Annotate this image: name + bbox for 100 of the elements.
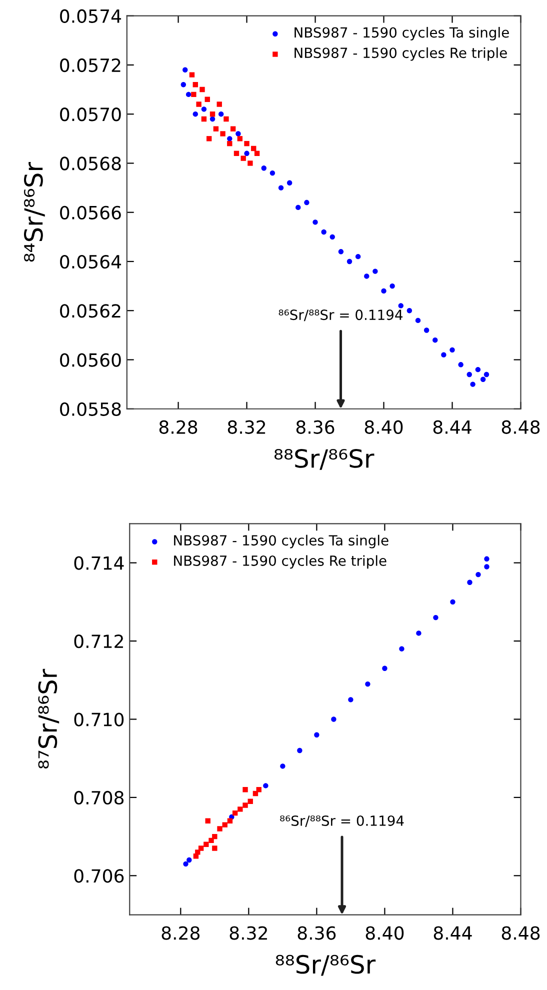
point [441,352,446,358]
point [189,72,195,78]
point [278,185,284,190]
point [312,220,318,225]
point [365,681,370,687]
point [234,150,240,156]
point [296,204,301,210]
point [204,96,210,102]
point [242,802,248,808]
y-tick-label: 0.708 [74,790,124,805]
point [256,787,262,792]
legend-label: NBS987 - 1590 cycles Re triple [174,555,386,569]
point [191,92,196,98]
point [458,362,464,368]
point [192,82,198,88]
y-tick-label: 0.0574 [60,9,122,23]
point [484,556,490,562]
point [484,564,490,570]
point [261,166,266,171]
point [240,156,246,161]
point [186,92,192,98]
point [470,382,476,387]
annotation: ⁸⁶Sr/⁸⁸Sr = 0.1194 [280,815,404,828]
point [210,116,216,122]
point [201,106,207,112]
point [227,818,233,824]
x-tick-label: 8.32 [230,926,267,940]
point [270,170,276,176]
point [381,288,386,294]
point [230,126,236,132]
point [244,140,250,146]
point [216,102,222,107]
point [248,160,253,166]
point [227,136,232,142]
point [330,234,335,240]
y-axis-title: ⁸⁴Sr/⁸⁶Sr [24,162,45,262]
point [218,112,224,117]
y-axis-title: ⁸⁷Sr/⁸⁶Sr [38,668,60,769]
y-tick-label: 0.0564 [60,254,122,269]
point [467,580,472,585]
x-tick-label: 8.44 [434,926,472,940]
y-tick-label: 0.710 [74,712,124,726]
point [297,748,302,754]
y-tick-label: 0.0570 [60,108,121,122]
point [213,126,219,132]
x-tick-label: 8.44 [433,420,472,434]
point [416,630,422,636]
x-tick-label: 8.36 [298,926,336,940]
y-tick-label: 0.0566 [60,206,121,220]
x-axis-title: ⁸⁸Sr/⁸⁶Sr [274,449,374,470]
y-tick-label: 0.0560 [60,353,121,367]
point [475,366,481,372]
point [183,861,188,867]
y-tick-label: 0.714 [74,556,124,570]
point [220,131,226,136]
x-axis-title: ⁸⁸Sr/⁸⁶Sr [276,954,376,976]
point [227,140,232,146]
point [433,614,438,620]
point [206,136,212,142]
point [398,303,404,308]
annotation: ⁸⁶Sr/⁸⁸Sr = 0.1194 [278,310,403,322]
point [321,229,326,235]
point [232,810,238,816]
point [355,254,361,260]
point [186,857,192,863]
point [372,268,378,274]
y-tick-label: 0.0568 [60,156,121,170]
point [424,328,430,333]
point [450,347,455,353]
point [212,846,218,851]
point [212,834,218,840]
point [406,308,412,314]
point [205,818,210,824]
point [180,82,186,88]
point [222,822,228,828]
y-tick-label: 0.0562 [60,304,120,318]
point [217,826,222,832]
point [415,318,421,324]
x-tick-label: 8.28 [159,420,198,434]
x-tick-label: 8.36 [296,420,334,434]
point [331,716,336,722]
x-tick-label: 8.40 [366,926,404,940]
x-tick-label: 8.48 [502,926,540,940]
point [346,258,352,264]
point [286,180,292,186]
point [198,846,204,851]
point [432,337,438,343]
point [195,850,200,855]
x-tick-label: 8.32 [228,420,266,434]
point [364,274,370,279]
y-tick-label: 0.0572 [60,58,120,72]
point [280,764,286,769]
y-tick-label: 0.706 [74,869,124,883]
point [304,200,310,206]
point [314,732,320,738]
point [466,372,472,378]
point [182,67,188,72]
point [450,599,456,605]
point [208,838,214,844]
point [248,798,253,804]
